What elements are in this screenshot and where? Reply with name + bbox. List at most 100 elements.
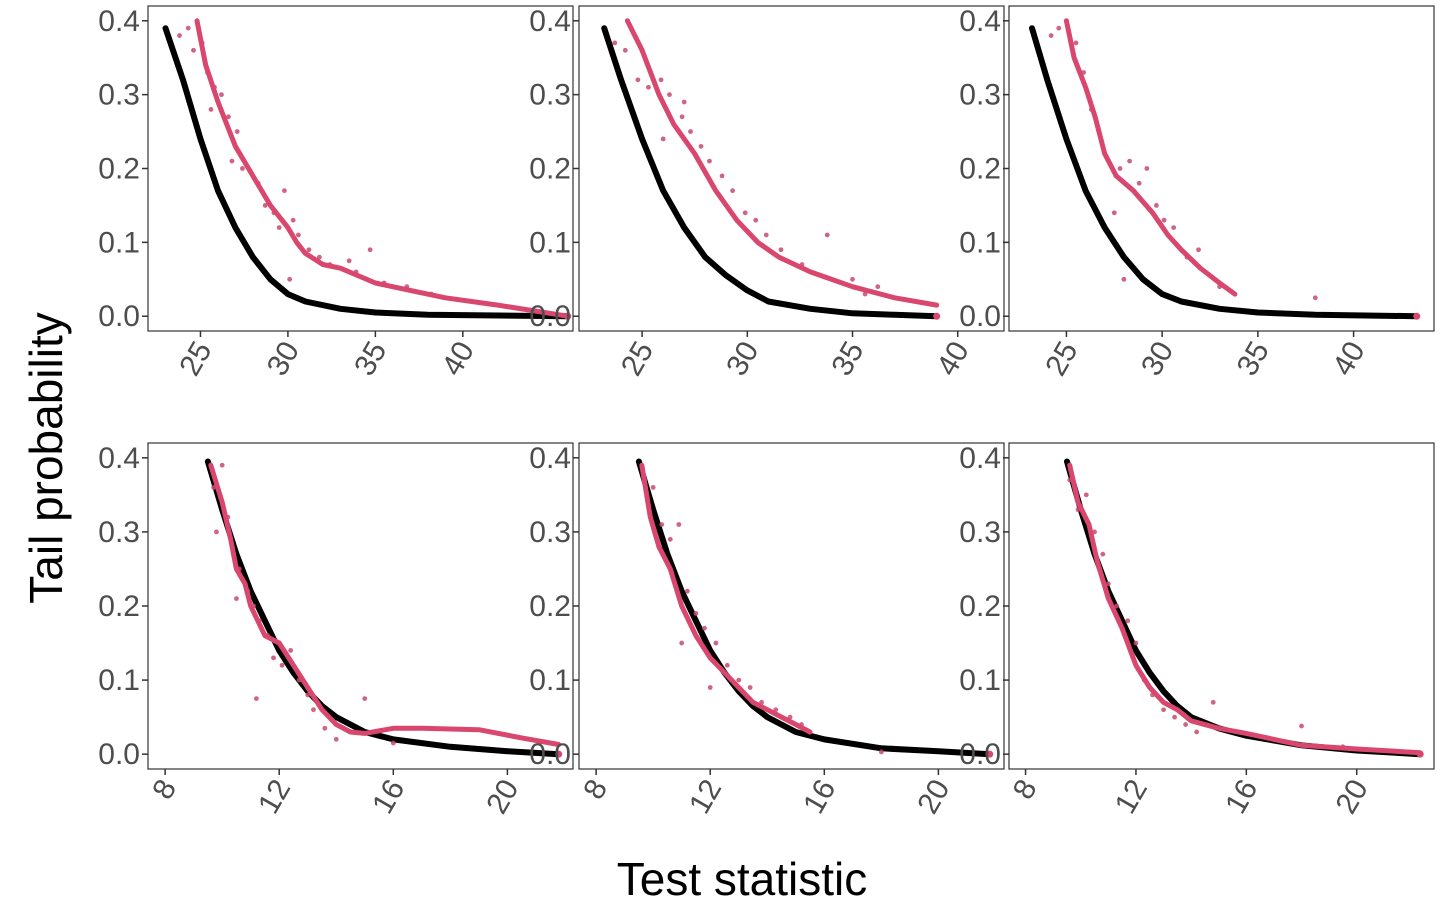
sample-point [878,749,884,755]
sample-point [1056,25,1062,31]
sample-point [1117,166,1123,171]
sample-point [1172,714,1177,720]
panel-2-1: 0.0 0.1 0.2 0.3 0.4 8 12 16 20 [98,442,574,819]
plot-area [601,18,941,320]
sample-point [208,107,214,112]
sample-point [778,247,784,253]
sample-point [719,173,725,179]
x-tick-label: 16 [797,774,842,819]
plot-area [1064,458,1424,758]
plot-area [635,458,994,758]
sample-point [736,677,742,683]
sample-point [1105,581,1111,587]
reference-curve [635,458,993,758]
sample-point [279,662,285,668]
x-tick-label: 35 [348,336,393,381]
x-tick-label: 20 [1330,774,1375,819]
sample-point [688,129,693,134]
sample-point [1154,203,1159,208]
y-tick-label: 0.1 [98,664,140,697]
sample-point [676,522,682,527]
empirical-curve [208,462,562,747]
y-tick-label: 0.2 [529,153,571,186]
x-tick-label: 8 [146,774,183,805]
reference-curve [204,458,562,758]
x-tick-label: 20 [911,774,956,819]
y-tick-label: 0.2 [529,590,571,623]
y-tick-label: 0.3 [98,516,140,549]
x-tick-label: 25 [173,336,218,381]
x-tick-label: 16 [366,774,411,819]
sample-point [1073,40,1079,46]
sample-point [276,225,282,230]
sample-point [214,529,219,535]
sample-point [1171,225,1177,230]
sample-point [730,188,735,194]
sample-point [707,158,712,164]
y-tick-label: 0.0 [529,300,571,333]
sample-point [1144,166,1150,171]
sample-point [1125,618,1131,624]
sample-point [288,648,294,653]
sample-point [753,217,759,223]
panels: 0.00.10.20.30.425 30 35 400.00.10.20.30.425… [98,5,1435,819]
sample-point [713,640,719,646]
sample-point [1210,699,1216,705]
sample-point [681,99,687,105]
sample-point [229,158,235,164]
y-tick-label: 0.1 [959,226,1001,259]
sample-point [177,33,182,38]
y-tick-label: 0.2 [98,590,140,623]
sample-point [763,232,769,238]
sample-point [1196,247,1201,253]
y-tick-label: 0.0 [959,300,1001,333]
y-tick-label: 0.1 [98,226,140,259]
y-tick-label: 0.3 [529,79,571,112]
sample-point [724,662,730,668]
plot-area [162,18,572,320]
y-tick-label: 0.3 [959,79,1001,112]
sample-point [612,40,618,46]
sample-point [219,462,225,468]
y-tick-label: 0.0 [98,738,140,771]
y-tick-label: 0.0 [959,738,1001,771]
sample-point [1183,722,1189,727]
empirical-curve [1063,18,1238,297]
endpoint-marker [555,750,563,758]
sample-point [1136,180,1142,186]
sample-point [390,740,396,746]
sample-point [253,696,259,702]
panel-border [147,442,574,770]
sample-point [185,25,191,31]
y-axis-title: Tail probability [20,312,72,603]
x-tick-label: 25 [615,336,660,381]
y-tick-label: 0.2 [959,590,1001,623]
sample-point [287,276,293,282]
sample-point [660,136,666,142]
x-tick-label: 35 [825,336,870,381]
endpoint-marker [1416,750,1424,758]
sample-point [698,143,704,149]
panel-1-3: 0.0 0.1 0.2 0.3 0.4 25 30 35 40 [959,5,1435,381]
sample-point [1161,217,1167,223]
sample-point [659,522,665,527]
y-tick-label: 0.4 [98,442,140,475]
sample-point [1100,551,1106,557]
y-tick-label: 0.0 [98,300,140,333]
x-tick-label: 8 [577,774,614,805]
endpoint-marker [1413,312,1421,320]
y-tick-label: 0.4 [98,5,140,38]
x-axis-title: Test statistic [617,853,868,905]
y-tick-label: 0.4 [529,5,571,38]
sample-point [875,284,881,290]
sample-point [650,485,656,490]
x-tick-label: 16 [1219,774,1264,819]
sample-point [1083,492,1089,498]
panel-border [1008,5,1435,332]
sample-point [742,210,748,216]
panel-2-3: 0.0 0.1 0.2 0.3 0.4 8 12 16 20 [959,442,1435,819]
y-tick-label: 0.4 [959,442,1001,475]
panel-1-2: 0.0 0.1 0.2 0.3 0.4 25 30 35 40 [529,5,1005,381]
panel-1-1: 0.0 0.1 0.2 0.3 0.4 25 30 35 40 [98,5,574,381]
